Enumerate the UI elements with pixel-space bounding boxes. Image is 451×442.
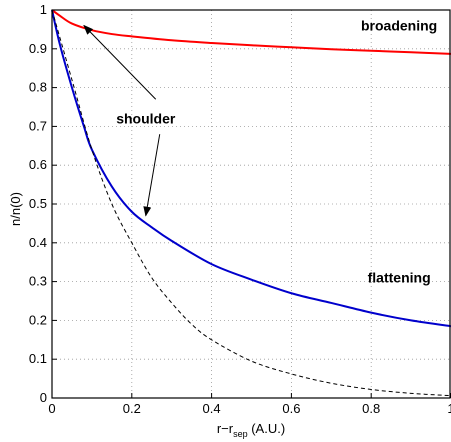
- y-tick-label: 0.6: [29, 157, 47, 172]
- y-tick-label: 0.9: [29, 41, 47, 56]
- annotation-arrows: [83, 24, 161, 217]
- ticks: 0 0.2 0.4 0.6 0.8 1 0 0.1 0.2 0.3 0.4 0.5 0.6 0.7 0.8 0…: [29, 2, 451, 416]
- annotation-shoulder: shoulder: [116, 111, 176, 127]
- y-axis-label: n/n(0): [8, 192, 23, 226]
- x-tick-label: 0: [48, 401, 55, 416]
- x-axis-label-subscript: sep: [233, 429, 248, 439]
- y-tick-label: 0.8: [29, 80, 47, 95]
- x-tick-label: 1: [447, 401, 451, 416]
- y-tick-label: 0.2: [29, 312, 47, 327]
- reference-dashed-curve: [51, 9, 451, 397]
- annotations: broadening shoulder flattening: [116, 18, 437, 286]
- y-tick-label: 1: [40, 2, 47, 17]
- annotation-broadening: broadening: [361, 18, 437, 34]
- broadening-curve: [51, 9, 451, 55]
- shoulder-arrow: [143, 134, 161, 217]
- x-axis-label-main: r−r: [217, 421, 234, 436]
- annotation-flattening: flattening: [368, 270, 431, 286]
- grid: [52, 10, 451, 398]
- x-axis-label-units: (A.U.): [248, 421, 286, 436]
- x-tick-label: 0.8: [362, 401, 380, 416]
- y-tick-label: 0.5: [29, 196, 47, 211]
- y-tick-label: 0.4: [29, 235, 47, 250]
- y-tick-label: 0.3: [29, 274, 47, 289]
- y-tick-label: 0.7: [29, 118, 47, 133]
- x-tick-label: 0.4: [203, 401, 221, 416]
- shoulder-arrow: [83, 24, 157, 100]
- x-tick-label: 0.2: [123, 401, 141, 416]
- series-layer: [51, 9, 451, 397]
- x-tick-label: 0.6: [282, 401, 300, 416]
- y-tick-label: 0: [40, 390, 47, 405]
- y-tick-label: 0.1: [29, 351, 47, 366]
- flattening-curve: [51, 9, 451, 328]
- x-axis-label: r−rsep (A.U.): [217, 421, 285, 439]
